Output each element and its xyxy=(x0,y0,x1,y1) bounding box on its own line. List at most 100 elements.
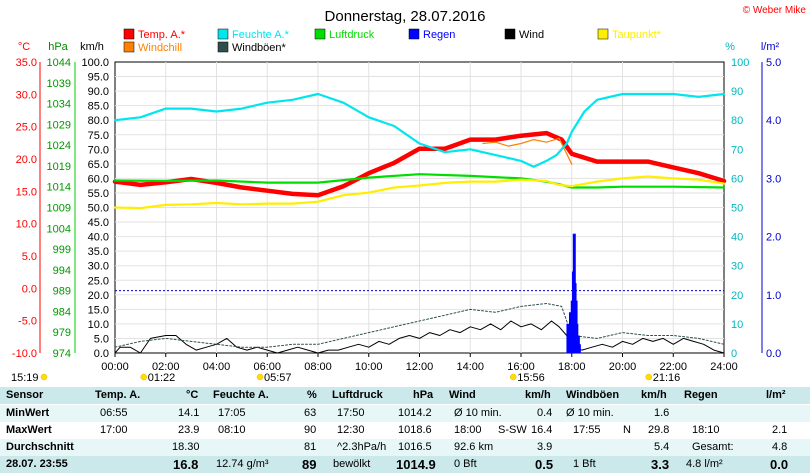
tick-pressure-7: 1009 xyxy=(47,203,71,215)
tick-wind-0: 100.0 xyxy=(81,57,109,69)
tick-wind-7: 65.0 xyxy=(88,159,109,171)
max-temp-time: 17:00 xyxy=(100,424,128,436)
tick-wind-4: 80.0 xyxy=(88,115,109,127)
axis-label-pressure: hPa xyxy=(48,41,68,53)
tick-temp-4: 15.0 xyxy=(16,186,37,198)
rain-bar-7 xyxy=(575,323,579,353)
table-row-min: MinWert 06:55 14.1 17:05 63 17:50 1014.2… xyxy=(0,405,810,422)
tick-wind-2: 90.0 xyxy=(88,86,109,98)
legend-swatch-temp-a xyxy=(123,28,135,40)
weather-chart: Donnerstag, 28.07.2016 © Weber Mike Temp… xyxy=(11,5,806,384)
current-press: 1014.9 xyxy=(396,457,436,472)
sun-icon-3 xyxy=(509,373,517,381)
hdr-temp: Temp. A. xyxy=(95,389,141,401)
tick-pressure-11: 989 xyxy=(53,286,71,298)
sun-time-0: 15:19 xyxy=(11,372,39,384)
sun-time-4: 21:16 xyxy=(653,372,681,384)
tick-temp-5: 10.0 xyxy=(16,219,37,231)
tick-pressure-12: 984 xyxy=(53,306,71,318)
current-gust: 3.3 xyxy=(651,457,670,472)
legend-swatch-feuchte-a xyxy=(217,28,229,40)
avg-rain: 4.8 xyxy=(772,441,788,453)
tick-pressure-14: 974 xyxy=(53,348,71,360)
series-line-windchill xyxy=(482,137,573,165)
tick-pressure-5: 1019 xyxy=(47,161,71,173)
max-gust: 29.8 xyxy=(648,424,670,436)
tick-pressure-4: 1024 xyxy=(47,140,71,152)
hdr-rain: Regen xyxy=(684,389,718,401)
max-press-time: 12:30 xyxy=(337,424,365,436)
tick-wind-17: 15.0 xyxy=(88,304,109,316)
tick-humidity-7: 30 xyxy=(731,261,743,273)
legend-label-windb-en: Windböen* xyxy=(232,42,287,54)
sun-markers: 15:19 01:22 05:57 15:56 21:16 xyxy=(11,372,680,384)
tick-rain-0: 5.0 xyxy=(766,57,781,69)
tick-rain-3: 2.0 xyxy=(766,232,781,244)
legend-swatch-regen xyxy=(408,28,420,40)
current-temp: 16.8 xyxy=(173,457,199,472)
x-tick-3: 06:00 xyxy=(253,361,281,373)
hdr-gust-unit: km/h xyxy=(641,389,667,401)
current-hum: 89 xyxy=(302,457,317,472)
max-gust-time: 17:55 xyxy=(573,424,601,436)
tick-pressure-9: 999 xyxy=(53,244,71,256)
min-hum-time: 17:05 xyxy=(218,407,246,419)
min-gust-label: Ø 10 min. xyxy=(566,407,614,419)
tick-wind-11: 45.0 xyxy=(88,217,109,229)
tick-temp-6: 5.0 xyxy=(22,251,37,263)
x-tick-11: 22:00 xyxy=(659,361,687,373)
table-row-avg: Durchschnitt 18.30 81 ^2.3hPa/h 1016.5 9… xyxy=(0,439,810,456)
tick-humidity-10: 0 xyxy=(731,348,737,360)
sun-icon-1 xyxy=(140,373,148,381)
max-wind-dir: S-SW xyxy=(498,424,527,436)
hdr-wind-unit: km/h xyxy=(525,389,551,401)
tick-wind-19: 5.0 xyxy=(94,333,109,345)
tick-temp-9: -10.0 xyxy=(12,348,37,360)
tick-wind-5: 75.0 xyxy=(88,130,109,142)
max-rain: 2.1 xyxy=(772,424,788,436)
series-line-feuchte-a xyxy=(113,92,726,168)
axis-label-humidity: % xyxy=(725,41,735,53)
hdr-rain-unit: l/m² xyxy=(766,389,786,401)
x-axis: 00:00 02:00 04:00 06:00 08:00 10:00 12:00 14:00… xyxy=(101,353,738,373)
current-rain: 0.0 xyxy=(770,457,789,472)
chart-title: Donnerstag, 28.07.2016 xyxy=(325,8,486,25)
tick-pressure-3: 1029 xyxy=(47,119,71,131)
legend-label-feuchte-a: Feuchte A.* xyxy=(232,29,290,41)
tick-temp-7: 0.0 xyxy=(22,283,37,295)
avg-rain-label: Gesamt: xyxy=(692,441,734,453)
hdr-sensor: Sensor xyxy=(6,389,44,401)
rain-bar-9 xyxy=(577,344,581,353)
x-tick-1: 02:00 xyxy=(152,361,180,373)
tick-rain-4: 1.0 xyxy=(766,290,781,302)
legend-swatch-windb-en xyxy=(217,41,229,53)
hdr-gust: Windböen xyxy=(566,389,620,401)
rain-bar-0 xyxy=(566,323,570,353)
tick-humidity-4: 60 xyxy=(731,173,743,185)
tick-pressure-0: 1044 xyxy=(47,57,71,69)
hdr-wind: Wind xyxy=(449,389,476,401)
avg-hum: 81 xyxy=(304,441,317,453)
max-wind-time: 18:00 xyxy=(454,424,482,436)
tick-pressure-10: 994 xyxy=(53,265,71,277)
min-gust: 1.6 xyxy=(654,407,670,419)
min-wind-label: Ø 10 min. xyxy=(454,407,502,419)
series-line-windb-en xyxy=(114,303,725,348)
avg-wind: 3.9 xyxy=(537,441,553,453)
x-tick-4: 08:00 xyxy=(304,361,332,373)
x-tick-5: 10:00 xyxy=(355,361,383,373)
avg-label: Durchschnitt xyxy=(6,441,74,453)
tick-rain-1: 4.0 xyxy=(766,115,781,127)
hdr-press-unit: hPa xyxy=(413,389,434,401)
legend-label-luftdruck: Luftdruck xyxy=(329,29,375,41)
max-label: MaxWert xyxy=(6,424,52,436)
current-rain-sum: 4.8 l/m² xyxy=(686,458,723,470)
x-tick-7: 14:00 xyxy=(456,361,484,373)
min-label: MinWert xyxy=(6,407,50,419)
tick-humidity-6: 40 xyxy=(731,232,743,244)
tick-pressure-6: 1014 xyxy=(47,182,71,194)
legend-label-taupunkt: Taupunkt* xyxy=(612,29,662,41)
axis-label-wind: km/h xyxy=(80,41,104,53)
min-temp-time: 06:55 xyxy=(100,407,128,419)
x-tick-2: 04:00 xyxy=(203,361,231,373)
